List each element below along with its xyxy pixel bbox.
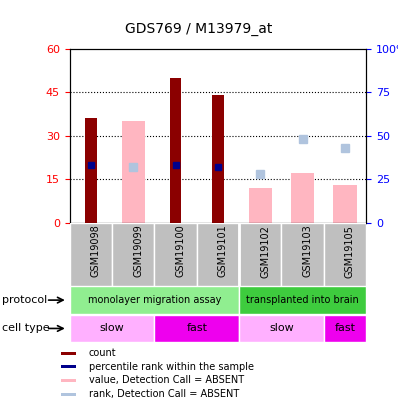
Text: percentile rank within the sample: percentile rank within the sample [89, 362, 254, 372]
Bar [61, 352, 76, 355]
Text: cell type: cell type [2, 324, 50, 333]
Text: rank, Detection Call = ABSENT: rank, Detection Call = ABSENT [89, 389, 239, 399]
Bar [212, 95, 224, 223]
Text: value, Detection Call = ABSENT: value, Detection Call = ABSENT [89, 375, 244, 386]
Bar [281, 223, 324, 286]
Text: GSM19101: GSM19101 [218, 225, 228, 277]
Text: slow: slow [269, 324, 294, 333]
Text: fast: fast [186, 324, 207, 333]
Text: GDS769 / M13979_at: GDS769 / M13979_at [125, 22, 273, 36]
Bar [249, 188, 272, 223]
Text: transplanted into brain: transplanted into brain [246, 295, 359, 305]
Bar [239, 286, 366, 314]
Bar [70, 223, 112, 286]
Bar [291, 173, 314, 223]
Bar [61, 379, 76, 382]
Text: monolayer migration assay: monolayer migration assay [88, 295, 221, 305]
Text: protocol: protocol [2, 295, 47, 305]
Bar [170, 78, 181, 223]
Text: GSM19099: GSM19099 [133, 225, 143, 277]
Bar [154, 223, 197, 286]
Bar [61, 392, 76, 396]
Bar [334, 185, 357, 223]
Text: GSM19098: GSM19098 [91, 225, 101, 277]
Bar [70, 315, 154, 342]
Text: GSM19100: GSM19100 [176, 225, 185, 277]
Bar [239, 315, 324, 342]
Text: GSM19102: GSM19102 [260, 225, 270, 277]
Bar [154, 315, 239, 342]
Bar [121, 121, 145, 223]
Bar [112, 223, 154, 286]
Bar [197, 223, 239, 286]
Text: GSM19103: GSM19103 [302, 225, 312, 277]
Bar [239, 223, 281, 286]
Bar [85, 118, 97, 223]
Text: slow: slow [100, 324, 125, 333]
Bar [70, 286, 239, 314]
Bar [61, 365, 76, 368]
Text: count: count [89, 348, 116, 358]
Bar [324, 223, 366, 286]
Text: GSM19105: GSM19105 [345, 225, 355, 277]
Text: fast: fast [334, 324, 355, 333]
Bar [324, 315, 366, 342]
